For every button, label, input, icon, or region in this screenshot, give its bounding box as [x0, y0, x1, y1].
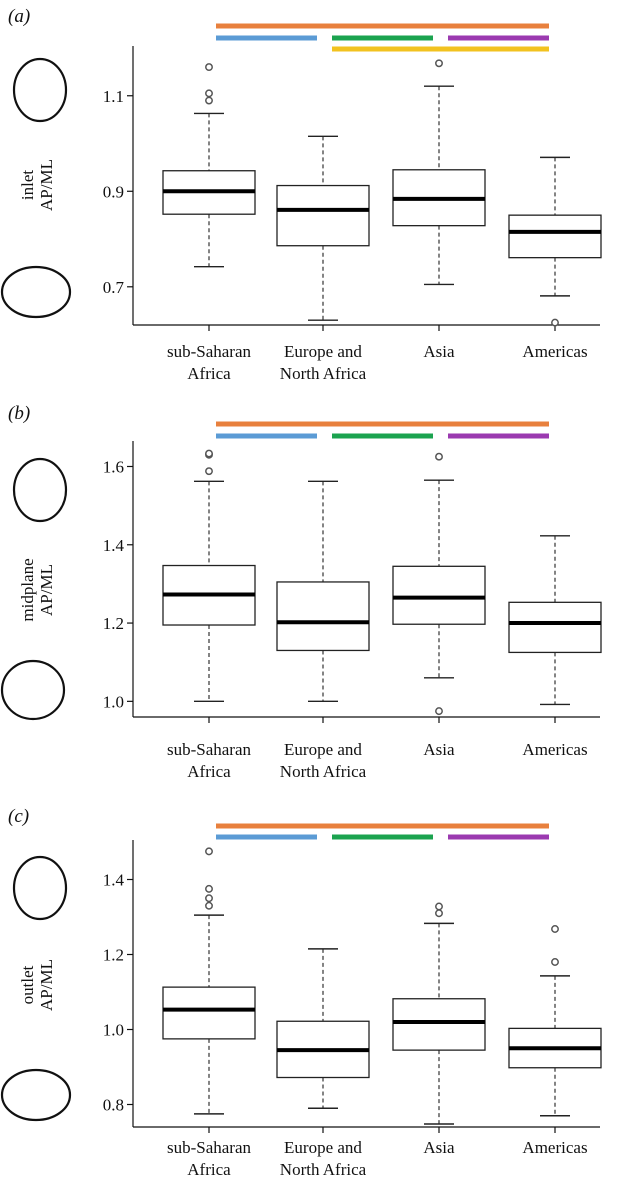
- x-tick-label: Europe and: [284, 342, 362, 361]
- x-tick-label: Asia: [423, 740, 455, 759]
- round-ellipse-icon: [0, 659, 66, 721]
- tall-ellipse-icon: [12, 855, 68, 921]
- box: [508, 214, 602, 259]
- y-axis-title-line: midplane: [18, 558, 37, 621]
- y-tick-label: 1.0: [103, 1021, 124, 1040]
- outlier-point: [205, 847, 213, 856]
- x-tick-label: Europe and: [284, 1138, 362, 1157]
- x-tick-label: Africa: [187, 364, 231, 383]
- y-axis-title-line: AP/ML: [37, 159, 56, 211]
- box: [508, 601, 602, 654]
- y-tick-label: 1.4: [103, 536, 125, 555]
- y-axis-title: midplaneAP/ML: [18, 558, 56, 621]
- y-axis-title: inletAP/ML: [18, 159, 56, 211]
- x-tick-label: Africa: [187, 762, 231, 781]
- panel-label: (a): [8, 6, 30, 27]
- x-tick-label: Americas: [522, 1138, 587, 1157]
- outlier-point: [435, 452, 443, 461]
- tall-ellipse-icon: [12, 457, 68, 523]
- y-tick-label: 1.2: [103, 946, 124, 965]
- y-axis-title: outletAP/ML: [18, 959, 56, 1011]
- x-tick-label: Asia: [423, 1138, 455, 1157]
- y-tick-label: 1.4: [103, 871, 125, 890]
- outlier-point: [205, 63, 213, 72]
- panel-label: (b): [8, 403, 30, 424]
- outlier-point: [205, 467, 213, 476]
- outlier-point: [551, 318, 559, 327]
- x-tick-label: Europe and: [284, 740, 362, 759]
- y-tick-label: 1.1: [103, 87, 124, 106]
- y-tick-label: 1.0: [103, 692, 124, 711]
- box: [392, 565, 486, 625]
- outlier-point: [205, 96, 213, 105]
- x-tick-label: sub-Saharan: [167, 1138, 252, 1157]
- x-tick-label: North Africa: [280, 762, 367, 781]
- outlier-point: [205, 89, 213, 98]
- x-tick-label: Asia: [423, 342, 455, 361]
- tall-ellipse-icon: [12, 57, 68, 123]
- outlier-point: [205, 894, 213, 903]
- box: [276, 581, 370, 652]
- outlier-point: [551, 925, 559, 933]
- y-axis-title-line: AP/ML: [37, 564, 56, 616]
- outlier-point: [435, 902, 443, 911]
- y-axis-title-line: outlet: [18, 965, 37, 1004]
- y-axis-title-line: inlet: [18, 170, 37, 200]
- outlier-point: [205, 884, 213, 893]
- x-tick-label: Americas: [522, 740, 587, 759]
- outlier-point: [205, 449, 213, 458]
- box: [276, 184, 370, 247]
- wide-ellipse-icon: [0, 1068, 72, 1122]
- chart-panel: (b) midplaneAP/ML 1.0 1.2 1.4 1.6 sub-Saharan A…: [0, 403, 602, 781]
- y-tick-label: 0.8: [103, 1096, 124, 1115]
- y-axis-title-line: AP/ML: [37, 959, 56, 1011]
- chart-panel: (c) outletAP/ML 0.8 1.0 1.2 1.4 sub-Saharan Afr…: [0, 806, 602, 1179]
- x-tick-label: sub-Saharan: [167, 342, 252, 361]
- x-tick-label: Americas: [522, 342, 587, 361]
- panel-label: (c): [8, 806, 29, 827]
- outlier-point: [205, 901, 213, 910]
- x-tick-label: Africa: [187, 1160, 231, 1179]
- y-tick-label: 1.2: [103, 614, 124, 633]
- x-tick-label: sub-Saharan: [167, 740, 252, 759]
- chart-panel: (a) inletAP/ML 0.7 0.9 1.1 sub-Saharan Africa E…: [0, 6, 602, 383]
- outlier-point: [435, 909, 443, 918]
- y-tick-label: 0.7: [103, 278, 125, 297]
- y-tick-label: 0.9: [103, 182, 124, 201]
- box: [162, 986, 256, 1040]
- box: [392, 998, 486, 1051]
- y-tick-label: 1.6: [103, 457, 124, 476]
- x-tick-label: North Africa: [280, 364, 367, 383]
- x-tick-label: North Africa: [280, 1160, 367, 1179]
- outlier-point: [435, 707, 443, 716]
- outlier-point: [435, 59, 443, 68]
- outlier-point: [551, 958, 559, 966]
- wide-ellipse-icon: [0, 265, 72, 319]
